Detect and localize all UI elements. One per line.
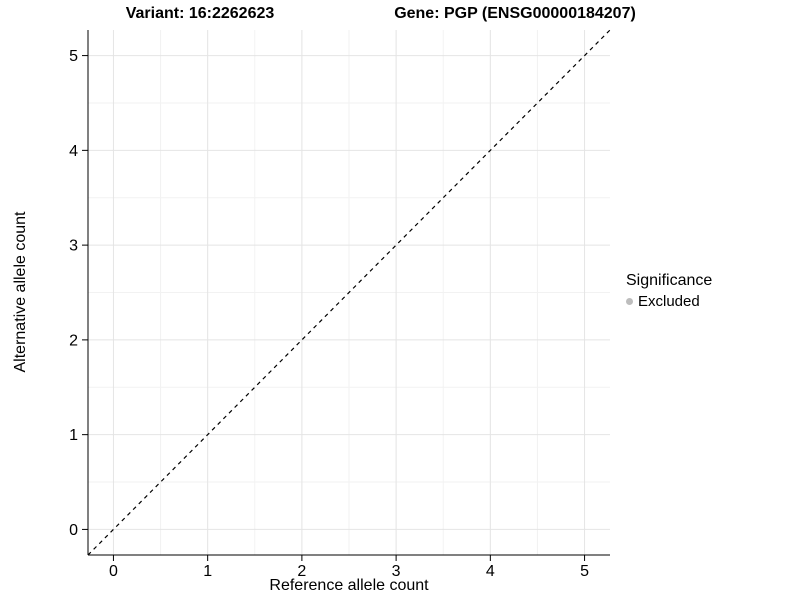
y-tick-label: 0 [69,522,78,539]
x-tick-label: 3 [392,563,401,580]
x-tick-label: 4 [486,563,495,580]
x-tick-label: 5 [580,563,589,580]
y-tick-label: 2 [69,332,78,349]
y-tick-label: 3 [69,238,78,255]
y-tick-label: 4 [69,143,78,160]
x-tick-label: 1 [203,563,212,580]
x-tick-label: 2 [297,563,306,580]
legend-item-excluded: Excluded [626,293,712,310]
y-axis-title: Alternative allele count [12,211,29,373]
legend-item-label: Excluded [638,293,700,310]
y-tick-label: 1 [69,427,78,444]
plot-title-gene: Gene: PGP (ENSG00000184207) [394,5,636,22]
x-axis-title: Reference allele count [269,577,429,594]
excluded-marker-icon [626,298,633,305]
x-tick-label: 0 [109,563,118,580]
plot-title-variant: Variant: 16:2262623 [125,5,275,22]
legend: Significance Excluded [626,272,712,310]
y-tick-label: 5 [69,48,78,65]
legend-title: Significance [626,272,713,289]
